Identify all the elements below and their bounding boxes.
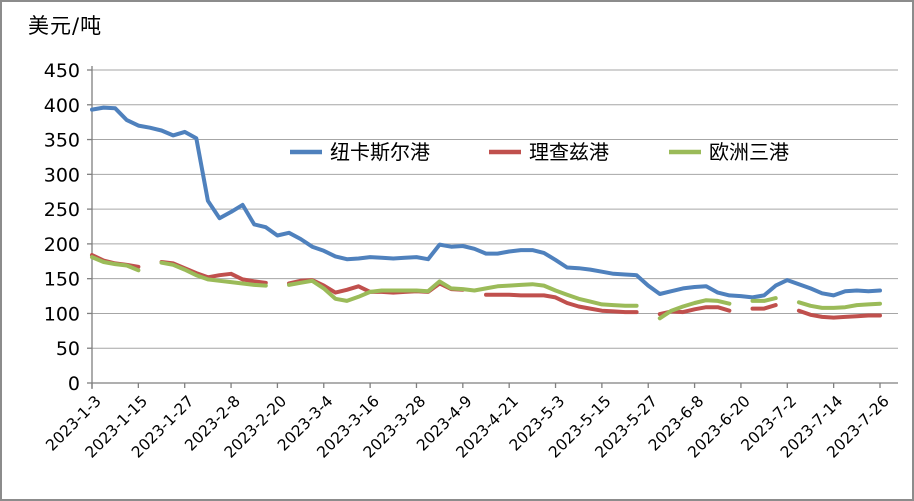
- legend-label: 欧洲三港: [709, 140, 789, 164]
- legend-item: 纽卡斯尔港: [290, 140, 430, 164]
- y-tick-label: 450: [44, 60, 80, 82]
- y-tick-label: 50: [56, 338, 80, 360]
- chart-title: 美元/吨: [28, 14, 103, 38]
- legend-item: 理查兹港: [489, 140, 609, 164]
- legend-item: 欧洲三港: [669, 140, 789, 164]
- y-tick-label: 400: [44, 95, 80, 117]
- y-tick-label: 150: [44, 269, 80, 291]
- series-line-理查兹港: [90, 253, 882, 320]
- legend-label: 理查兹港: [529, 140, 609, 164]
- y-tick-label: 200: [44, 234, 80, 256]
- series-line-纽卡斯尔港: [90, 105, 882, 300]
- series-line-欧洲三港: [90, 255, 882, 321]
- y-tick-label: 300: [44, 164, 80, 186]
- y-tick-label: 350: [44, 130, 80, 152]
- y-tick-label: 250: [44, 199, 80, 221]
- y-tick-label: 100: [44, 303, 80, 325]
- legend-label: 纽卡斯尔港: [330, 140, 430, 164]
- y-tick-label: 0: [68, 373, 80, 395]
